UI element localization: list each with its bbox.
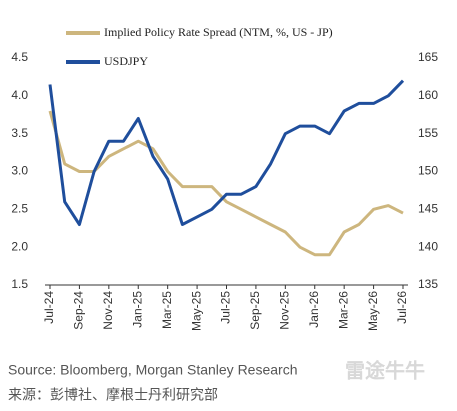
series-line — [48, 110, 404, 257]
watermark: 雷途牛牛 — [345, 358, 425, 382]
y2-tick-label: 155 — [418, 126, 438, 140]
x-tick-label: Nov-25 — [278, 291, 292, 330]
x-tick-label: Mar-25 — [160, 291, 174, 329]
y2-tick-label: 145 — [418, 202, 438, 216]
y-tick-label: 3.5 — [11, 126, 28, 140]
x-tick-label: Nov-24 — [101, 291, 115, 330]
series-line — [48, 79, 405, 226]
y-tick-label: 2.0 — [11, 239, 28, 253]
x-tick-label: Sep-24 — [72, 291, 86, 330]
source: Source: Bloomberg, Morgan Stanley Resear… — [8, 362, 297, 378]
y2-tick-label: 140 — [418, 239, 438, 253]
x-tick-label: Jan-25 — [130, 291, 144, 328]
y-tick-label: 2.5 — [11, 202, 28, 216]
y-tick-label: 1.5 — [11, 277, 28, 291]
y2-tick-label: 165 — [418, 50, 438, 64]
y2-tick-label: 135 — [418, 277, 438, 291]
y2-tick-label: 150 — [418, 164, 438, 178]
x-tick-label: Jul-24 — [42, 291, 56, 324]
x-tick-label: Mar-26 — [336, 291, 350, 329]
source-cn: 来源：彭博社、摩根士丹利研究部 — [8, 387, 218, 403]
y-tick-label: 4.5 — [11, 50, 28, 64]
x-tick-label: Jul-26 — [395, 291, 409, 324]
y-tick-label: 4.0 — [11, 88, 28, 102]
x-tick-label: May-25 — [189, 291, 203, 331]
y2-tick-label: 160 — [418, 88, 438, 102]
legend-label: Implied Policy Rate Spread (NTM, %, US -… — [104, 25, 333, 39]
x-tick-label: Jan-26 — [307, 291, 321, 328]
x-tick-label: Jul-25 — [219, 291, 233, 324]
y-tick-label: 3.0 — [11, 164, 28, 178]
legend-label: USDJPY — [104, 54, 148, 68]
x-tick-label: May-26 — [366, 291, 380, 331]
x-tick-label: Sep-25 — [248, 291, 262, 330]
